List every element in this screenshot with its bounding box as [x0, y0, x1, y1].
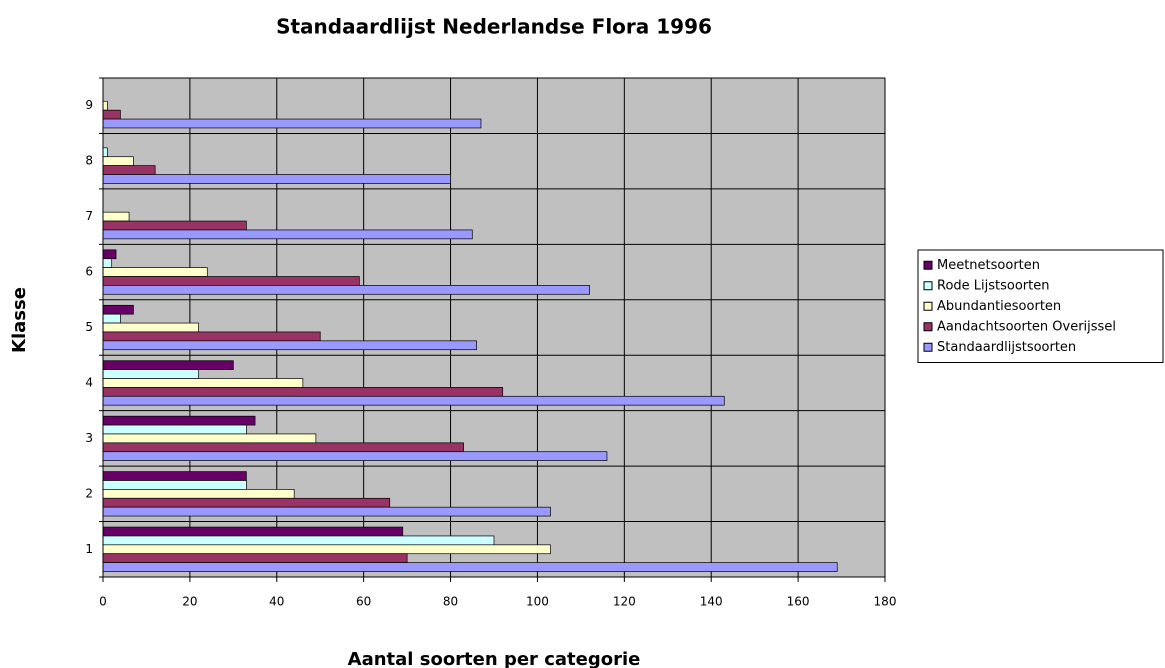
bar	[102, 118, 482, 129]
bar	[102, 285, 590, 295]
y-tick-label: 9	[85, 98, 93, 112]
legend-swatch	[923, 301, 933, 311]
legend-swatch	[923, 260, 933, 270]
bar	[102, 442, 464, 453]
bar	[102, 276, 360, 286]
bar	[102, 544, 551, 555]
x-tick-label: 40	[269, 595, 284, 609]
y-tick-label: 4	[85, 375, 93, 389]
bar	[102, 322, 199, 333]
bar	[102, 433, 317, 444]
legend-text: Standaardlijstsoorten	[937, 340, 1076, 355]
legend-box	[917, 249, 1164, 363]
bar	[102, 378, 304, 388]
legend-text: Aandachtsoorten Overijssel	[937, 319, 1116, 334]
y-tick-label: 6	[85, 265, 93, 279]
x-tick-label: 120	[613, 595, 636, 609]
x-tick-label: 20	[182, 595, 197, 609]
x-tick-label: 80	[443, 595, 458, 609]
bar	[102, 415, 256, 426]
y-tick-label: 5	[85, 320, 93, 334]
y-tick-label: 2	[85, 486, 93, 500]
x-tick-label: 0	[99, 595, 107, 609]
x-tick-label: 60	[356, 595, 371, 609]
bar	[102, 497, 391, 508]
bar	[102, 249, 117, 260]
bar	[102, 229, 473, 240]
bar	[102, 174, 451, 184]
bar	[102, 387, 504, 397]
bar	[102, 313, 121, 324]
bar	[102, 147, 108, 158]
bar	[102, 165, 156, 175]
bar	[102, 156, 134, 166]
bar	[102, 211, 130, 222]
bar	[102, 340, 477, 351]
y-tick-label: 1	[85, 542, 93, 556]
bar	[102, 480, 247, 490]
bar	[102, 526, 404, 537]
legend-text: Abundantiesoorten	[937, 299, 1061, 314]
chart-title: Standaardlijst Nederlandse Flora 1996	[276, 15, 712, 39]
y-axis-title: Klasse	[9, 287, 30, 353]
bar	[102, 331, 321, 342]
bar	[102, 369, 199, 379]
bar	[102, 535, 495, 546]
legend: Meetnetsoorten Rode Lijstsoorten Abundanti…	[917, 249, 1164, 363]
x-tick-label: 140	[700, 595, 723, 609]
bar	[102, 553, 408, 563]
bar	[102, 360, 234, 370]
x-tick-label: 100	[526, 595, 549, 609]
bar	[102, 220, 247, 231]
x-tick-label: 160	[787, 595, 810, 609]
bar	[102, 471, 247, 481]
plot-area: 0 20 40 60 80 100 120 140 160 180 1 2 3 4 5 6 7 8 9	[85, 77, 897, 609]
bar	[102, 304, 134, 315]
bar	[102, 562, 838, 572]
bar	[102, 109, 121, 120]
legend-swatch	[923, 281, 933, 291]
x-axis-title: Aantal soorten per categorie	[348, 649, 641, 668]
legend-swatch	[923, 322, 933, 332]
legend-swatch	[923, 342, 933, 352]
legend-text: Meetnetsoorten	[937, 258, 1040, 273]
bar	[102, 506, 551, 517]
bar	[102, 258, 113, 268]
y-tick-label: 3	[85, 431, 93, 445]
bar	[102, 451, 608, 461]
bar	[102, 489, 295, 499]
bar	[102, 267, 208, 277]
y-tick-label: 8	[85, 154, 93, 168]
y-tick-label: 7	[85, 209, 93, 223]
x-tick-label: 180	[874, 595, 897, 609]
bar	[102, 100, 108, 111]
legend-text: Rode Lijstsoorten	[937, 278, 1049, 293]
bar	[102, 395, 725, 406]
bar	[102, 424, 247, 435]
